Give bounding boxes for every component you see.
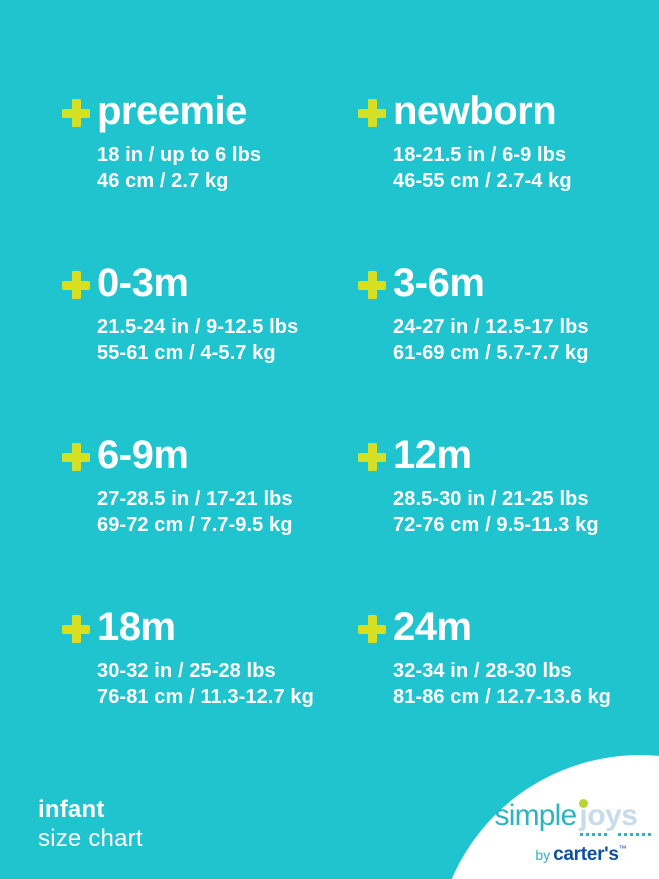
size-name: 24m <box>393 605 472 649</box>
size-details: 32-34 in / 28-30 lbs 81-86 cm / 12.7-13.… <box>393 658 638 710</box>
size-range-imperial: 28.5-30 in / 21-25 lbs <box>393 488 589 510</box>
plus-icon <box>62 99 90 127</box>
size-range-metric: 76-81 cm / 11.3-12.7 kg <box>97 686 314 708</box>
size-name: 6-9m <box>97 433 189 477</box>
size-details: 21.5-24 in / 9-12.5 lbs 55-61 cm / 4-5.7… <box>97 314 358 366</box>
size-header: 0-3m <box>62 260 358 306</box>
logo-by-text: by <box>535 847 551 863</box>
size-details: 30-32 in / 25-28 lbs 76-81 cm / 11.3-12.… <box>97 658 358 710</box>
size-details: 28.5-30 in / 21-25 lbs 72-76 cm / 9.5-11… <box>393 486 638 538</box>
size-name: 0-3m <box>97 261 189 305</box>
size-header: 24m <box>358 604 638 650</box>
size-cell: 12m 28.5-30 in / 21-25 lbs 72-76 cm / 9.… <box>358 432 638 604</box>
chart-caption: infant size chart <box>38 795 143 853</box>
plus-icon <box>62 615 90 643</box>
size-name: preemie <box>97 89 247 133</box>
size-details: 18-21.5 in / 6-9 lbs 46-55 cm / 2.7-4 kg <box>393 142 638 194</box>
trademark-symbol: ™ <box>618 844 627 853</box>
size-name: 12m <box>393 433 472 477</box>
size-header: 3-6m <box>358 260 638 306</box>
size-name: newborn <box>393 89 557 133</box>
size-cell: 24m 32-34 in / 28-30 lbs 81-86 cm / 12.7… <box>358 604 638 776</box>
size-range-metric: 72-76 cm / 9.5-11.3 kg <box>393 514 599 536</box>
size-name: 3-6m <box>393 261 485 305</box>
size-header: preemie <box>62 88 358 134</box>
caption-label: size chart <box>38 825 143 852</box>
joys-dotted-underline-right <box>618 833 652 836</box>
size-cell: preemie 18 in / up to 6 lbs 46 cm / 2.7 … <box>62 88 358 260</box>
caption-category: infant <box>38 796 105 823</box>
plus-icon <box>358 615 386 643</box>
size-cell: 6-9m 27-28.5 in / 17-21 lbs 69-72 cm / 7… <box>62 432 358 604</box>
size-range-imperial: 24-27 in / 12.5-17 lbs <box>393 316 589 338</box>
logo-joys-word: joys <box>579 799 638 832</box>
size-header: 18m <box>62 604 358 650</box>
joys-dotted-underline-left <box>580 833 608 836</box>
size-range-metric: 46-55 cm / 2.7-4 kg <box>393 170 572 192</box>
logo-joys-text: joys <box>579 799 652 836</box>
size-range-imperial: 32-34 in / 28-30 lbs <box>393 660 572 682</box>
size-range-metric: 81-86 cm / 12.7-13.6 kg <box>393 686 611 708</box>
size-grid: preemie 18 in / up to 6 lbs 46 cm / 2.7 … <box>62 88 638 776</box>
plus-icon <box>358 443 386 471</box>
size-cell: 18m 30-32 in / 25-28 lbs 76-81 cm / 11.3… <box>62 604 358 776</box>
size-header: newborn <box>358 88 638 134</box>
size-range-imperial: 21.5-24 in / 9-12.5 lbs <box>97 316 299 338</box>
plus-icon <box>62 271 90 299</box>
joys-j-dot-icon <box>579 799 589 808</box>
size-cell: 0-3m 21.5-24 in / 9-12.5 lbs 55-61 cm / … <box>62 260 358 432</box>
plus-icon <box>358 271 386 299</box>
size-header: 6-9m <box>62 432 358 478</box>
brand-logo: simple joys by carter's™ <box>478 799 654 866</box>
size-range-imperial: 18-21.5 in / 6-9 lbs <box>393 144 567 166</box>
logo-carters-text: carter's <box>553 844 619 865</box>
size-range-imperial: 30-32 in / 25-28 lbs <box>97 660 276 682</box>
plus-icon <box>62 443 90 471</box>
size-range-imperial: 18 in / up to 6 lbs <box>97 144 262 166</box>
size-range-metric: 69-72 cm / 7.7-9.5 kg <box>97 514 293 536</box>
size-range-metric: 46 cm / 2.7 kg <box>97 170 229 192</box>
size-cell: 3-6m 24-27 in / 12.5-17 lbs 61-69 cm / 5… <box>358 260 638 432</box>
brand-logo-wordmark: simple joys <box>478 799 654 836</box>
logo-simple-text: simple <box>494 799 578 832</box>
size-details: 27-28.5 in / 17-21 lbs 69-72 cm / 7.7-9.… <box>97 486 358 538</box>
brand-logo-byline: by carter's™ <box>478 839 654 866</box>
size-header: 12m <box>358 432 638 478</box>
size-range-metric: 55-61 cm / 4-5.7 kg <box>97 342 276 364</box>
size-cell: newborn 18-21.5 in / 6-9 lbs 46-55 cm / … <box>358 88 638 260</box>
size-range-metric: 61-69 cm / 5.7-7.7 kg <box>393 342 589 364</box>
plus-icon <box>358 99 386 127</box>
size-details: 24-27 in / 12.5-17 lbs 61-69 cm / 5.7-7.… <box>393 314 638 366</box>
size-details: 18 in / up to 6 lbs 46 cm / 2.7 kg <box>97 142 358 194</box>
size-name: 18m <box>97 605 176 649</box>
size-range-imperial: 27-28.5 in / 17-21 lbs <box>97 488 293 510</box>
